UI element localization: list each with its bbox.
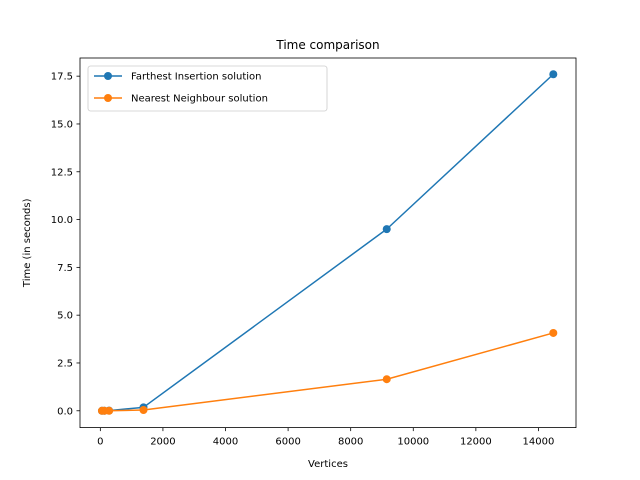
chart-title: Time comparison (275, 38, 379, 52)
legend-marker-1 (104, 94, 112, 102)
legend: Farthest Insertion solution Nearest Neigh… (87, 65, 328, 112)
series-1-point (105, 406, 114, 415)
y-tick-label: 12.5 (51, 167, 73, 178)
legend-label-0: Farthest Insertion solution (131, 72, 262, 83)
x-tick-label: 0 (97, 437, 103, 448)
series-0-point (549, 70, 558, 79)
series-1-point (382, 375, 391, 384)
y-axis-label: Time (in seconds) (22, 198, 33, 288)
legend-marker-0 (104, 72, 112, 80)
series-1-point (139, 406, 148, 415)
y-tick-label: 10.0 (51, 215, 73, 226)
x-tick-label: 8000 (338, 437, 363, 448)
y-tick-label: 15.0 (51, 119, 73, 130)
y-tick-label: 17.5 (51, 72, 73, 83)
x-tick-label: 4000 (213, 437, 238, 448)
y-tick-label: 5.0 (57, 311, 73, 322)
series-0-point (382, 225, 391, 234)
legend-label-1: Nearest Neighbour solution (131, 94, 268, 105)
y-tick-label: 7.5 (57, 263, 73, 274)
y-tick-label: 2.5 (57, 358, 73, 369)
series-1-point (549, 328, 558, 337)
x-axis-label: Vertices (308, 459, 348, 470)
x-tick-label: 6000 (275, 437, 300, 448)
x-tick-label: 2000 (150, 437, 175, 448)
x-tick-label: 12000 (460, 437, 492, 448)
axes-frame (79, 57, 577, 429)
y-tick-label: 0.0 (57, 406, 73, 417)
x-tick-label: 10000 (397, 437, 429, 448)
plot-area (97, 70, 558, 415)
x-axis: 0 2000 4000 6000 8000 10000 12000 14000 (97, 427, 555, 448)
legend-box (87, 65, 328, 112)
x-tick-label: 14000 (523, 437, 555, 448)
y-axis: 0.0 2.5 5.0 7.5 10.0 12.5 15.0 17.5 (51, 72, 80, 417)
